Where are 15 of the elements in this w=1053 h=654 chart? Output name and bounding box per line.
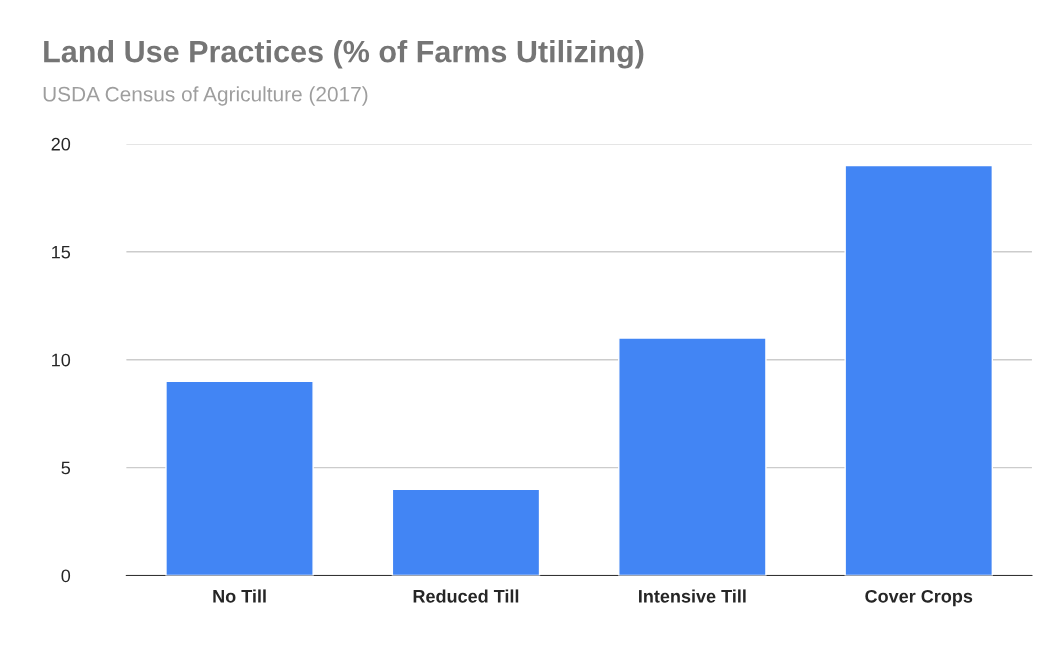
y-tick-label: 15 — [52, 245, 71, 259]
chart-title: Land Use Practices (% of Farms Utilizing) — [44, 39, 644, 69]
x-tick-label: Reduced Till — [413, 589, 519, 603]
y-tick-label: 10 — [52, 353, 71, 367]
bar — [391, 488, 541, 576]
bar — [844, 164, 994, 576]
y-tick-label: 5 — [61, 461, 71, 475]
y-tick-label: 0 — [61, 569, 71, 583]
bar — [618, 337, 767, 576]
x-tick-label: Intensive Till — [639, 589, 746, 603]
x-tick-label: Cover Crops — [865, 589, 973, 607]
x-tick-label: No Till — [213, 589, 266, 603]
chart-subtitle: USDA Census of Agriculture (2017) — [43, 86, 368, 106]
bar — [165, 380, 314, 576]
y-tick-label: 20 — [51, 137, 71, 151]
